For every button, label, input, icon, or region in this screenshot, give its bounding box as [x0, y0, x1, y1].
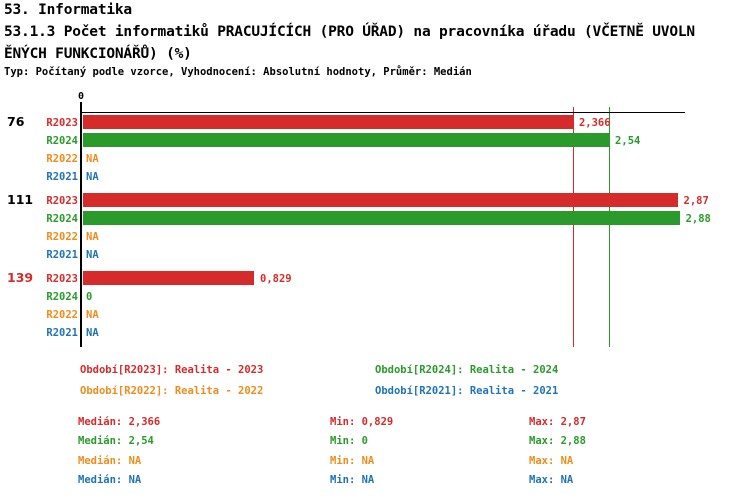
- row-period-label: R2021: [46, 327, 78, 339]
- legend-item: Období[R2023]: Realita - 2023: [80, 364, 264, 376]
- bar-value-label: 2,88: [685, 213, 711, 225]
- legend-item: Období[R2024]: Realita - 2024: [375, 364, 559, 376]
- row-period-label: R2022: [46, 231, 78, 243]
- legend-item: Období[R2021]: Realita - 2021: [375, 385, 559, 397]
- report-indicator-title-line2: ĚNÝCH FUNKCIONÁŘŮ) (%): [4, 46, 192, 62]
- group-label: 139: [7, 270, 34, 285]
- group-label: 76: [7, 114, 25, 129]
- legend-item: Období[R2022]: Realita - 2022: [80, 385, 264, 397]
- stats-median: Medián: 2,366: [78, 416, 161, 428]
- stats-min: Min: 0: [330, 435, 368, 447]
- na-value-label: NA: [86, 153, 99, 165]
- row-period-label: R2023: [46, 195, 78, 207]
- bar: [83, 115, 573, 129]
- row-period-label: R2021: [46, 249, 78, 261]
- stats-median: Medián: 2,54: [78, 435, 154, 447]
- row-period-label: R2021: [46, 171, 78, 183]
- bar-value-label: 2,87: [683, 195, 709, 207]
- bar: [83, 211, 680, 225]
- stats-median: Medián: NA: [78, 474, 142, 486]
- x-axis-zero-label: 0: [78, 91, 85, 102]
- na-value-label: NA: [86, 309, 99, 321]
- stats-max: Max: 2,88: [529, 435, 586, 447]
- na-value-label: NA: [86, 327, 99, 339]
- bar-value-label: 2,366: [578, 117, 611, 129]
- median-line-red: [572, 107, 574, 347]
- bar-value-label: 2,54: [615, 135, 641, 147]
- row-period-label: R2024: [46, 291, 78, 303]
- stats-min: Min: NA: [330, 455, 375, 467]
- report-indicator-title-line1: 53.1.3 Počet informatiků PRACUJÍCÍCH (PR…: [4, 24, 695, 40]
- bar: [83, 133, 609, 147]
- row-period-label: R2023: [46, 273, 78, 285]
- stats-median: Medián: NA: [78, 455, 142, 467]
- zero-value-label: 0: [86, 291, 93, 303]
- stats-max: Max: NA: [529, 455, 574, 467]
- stats-min: Min: NA: [330, 474, 375, 486]
- median-line-green: [609, 107, 611, 347]
- bar: [83, 193, 678, 207]
- row-period-label: R2022: [46, 309, 78, 321]
- bar: [83, 271, 254, 285]
- row-period-label: R2022: [46, 153, 78, 165]
- bar-value-label: 0,829: [260, 273, 292, 285]
- row-period-label: R2024: [46, 135, 78, 147]
- na-value-label: NA: [86, 249, 99, 261]
- na-value-label: NA: [86, 231, 99, 243]
- report-section-title: 53. Informatika: [4, 2, 132, 18]
- row-period-label: R2023: [46, 117, 78, 129]
- stats-min: Min: 0,829: [330, 416, 394, 428]
- row-period-label: R2024: [46, 213, 78, 225]
- stats-max: Max: NA: [529, 474, 574, 486]
- y-axis-line: [80, 102, 82, 347]
- x-axis-baseline: [80, 112, 685, 113]
- na-value-label: NA: [86, 171, 99, 183]
- stats-max: Max: 2,87: [529, 416, 586, 428]
- report-meta: Typ: Počítaný podle vzorce, Vyhodnocení:…: [4, 66, 472, 78]
- group-label: 111: [7, 192, 34, 207]
